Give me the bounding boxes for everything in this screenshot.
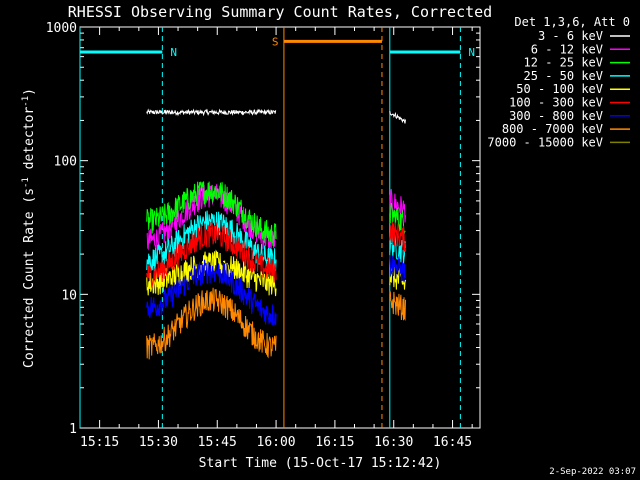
y-tick-label: 100 xyxy=(54,155,77,170)
x-tick-label: 15:30 xyxy=(139,435,178,450)
x-tick-label: 16:15 xyxy=(315,435,354,450)
series-line xyxy=(389,255,406,283)
x-tick-label: 16:45 xyxy=(433,435,472,450)
series-line xyxy=(146,287,277,360)
series-line xyxy=(146,108,277,117)
series-line xyxy=(146,181,277,247)
annotation-label: S xyxy=(272,35,279,48)
x-axis-label: Start Time (15-Oct-17 15:12:42) xyxy=(199,456,442,471)
legend-label: 6 - 12 keV xyxy=(531,42,603,56)
plot-area: 15:15 15:30 15:45 16:00 16:15 16:30 16:45 1 10 10… xyxy=(46,21,481,450)
series-line xyxy=(146,259,277,326)
series-line xyxy=(146,210,277,272)
annotation-label: N xyxy=(170,46,177,59)
chart-title: RHESSI Observing Summary Count Rates, Co… xyxy=(68,3,492,21)
annotation-label: N xyxy=(468,46,475,59)
legend-label: 25 - 50 keV xyxy=(524,69,603,83)
y-tick-label: 1 xyxy=(69,422,77,437)
legend-label: 300 - 800 keV xyxy=(509,109,603,123)
series-line xyxy=(146,249,277,297)
legend-label: 3 - 6 keV xyxy=(538,29,603,43)
legend-label: 50 - 100 keV xyxy=(516,82,603,96)
legend-label: 12 - 25 keV xyxy=(524,56,603,70)
timestamp: 2-Sep-2022 03:07 xyxy=(549,467,636,477)
y-axis-label: Corrected Count Rate (s-1 detector-1) xyxy=(21,88,37,368)
series-line xyxy=(146,222,277,289)
series-line xyxy=(389,291,406,321)
y-tick-label: 1000 xyxy=(46,21,77,36)
x-tick-label: 16:00 xyxy=(257,435,296,450)
legend-label: 7000 - 15000 keV xyxy=(487,135,603,149)
x-tick-label: 15:45 xyxy=(198,435,237,450)
x-tick-label: 15:15 xyxy=(80,435,119,450)
series-line xyxy=(389,222,406,252)
y-tick-label: 10 xyxy=(61,288,77,303)
series-line xyxy=(389,111,406,124)
legend-label: 800 - 7000 keV xyxy=(502,122,603,136)
legend-label: 100 - 300 keV xyxy=(509,96,603,110)
series-line xyxy=(389,202,406,235)
x-tick-label: 16:30 xyxy=(374,435,413,450)
legend-title: Det 1,3,6, Att 0 xyxy=(514,15,630,29)
